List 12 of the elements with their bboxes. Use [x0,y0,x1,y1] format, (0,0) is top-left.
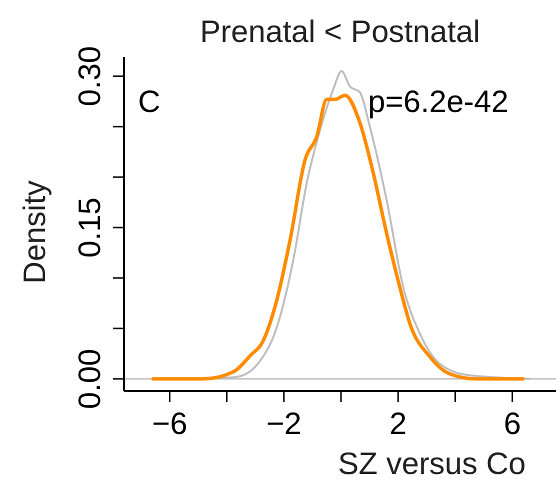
x-tick-label: 6 [504,406,521,441]
x-tick-label: −2 [266,406,302,441]
y-tick-label: 0.30 [72,46,107,106]
x-tick-label: 2 [389,406,407,441]
y-tick-label: 0.15 [72,197,107,258]
y-axis-title: Density [17,180,52,284]
annotation: p=6.2e-42 [368,84,508,119]
x-axis-title: SZ versus Co [338,446,526,481]
annotation: C [138,84,160,119]
y-tick-label: 0.00 [72,348,107,410]
x-tick-label: −6 [152,406,188,441]
chart-title: Prenatal < Postnatal [200,14,480,49]
